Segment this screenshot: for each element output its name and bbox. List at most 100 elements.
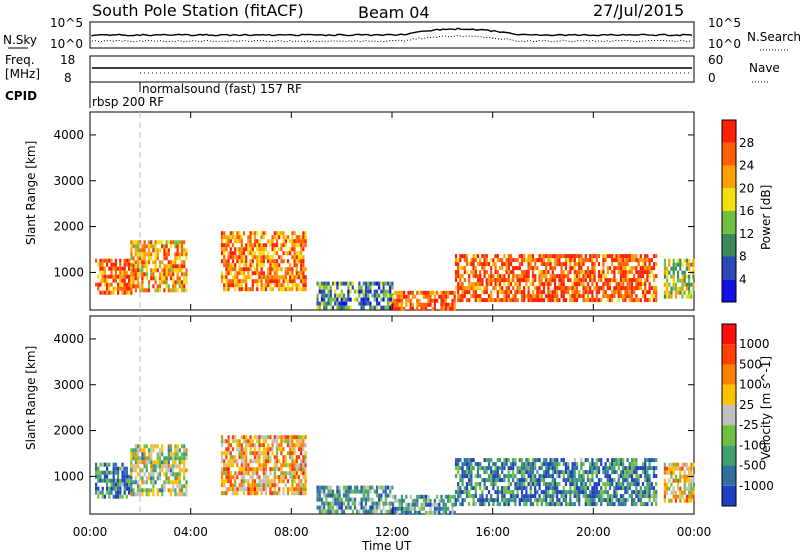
- heatmap-cell: [161, 492, 164, 497]
- heatmap-cell: [325, 501, 328, 506]
- heatmap-cell: [681, 490, 684, 495]
- heatmap-cell: [229, 471, 232, 476]
- heatmap-cell: [447, 306, 450, 311]
- heatmap-cell: [302, 463, 305, 468]
- heatmap-cell: [591, 470, 594, 475]
- heatmap-cell: [286, 287, 290, 292]
- heatmap-cell: [542, 482, 546, 487]
- heatmap-cell: [403, 294, 406, 299]
- heatmap-cell: [472, 270, 475, 275]
- heatmap-cell: [264, 439, 268, 444]
- heatmap-cell: [672, 462, 675, 467]
- heatmap-cell: [336, 293, 339, 298]
- heatmap-cell: [291, 283, 294, 288]
- heatmap-cell: [163, 456, 166, 461]
- heatmap-cell: [525, 270, 528, 275]
- heatmap-cell: [666, 274, 669, 279]
- heatmap-cell: [578, 258, 581, 263]
- heatmap-cell: [617, 482, 620, 487]
- colorbar-segment: [722, 364, 736, 385]
- heatmap-cell: [400, 506, 403, 511]
- heatmap-cell: [158, 452, 162, 457]
- heatmap-cell: [476, 298, 480, 303]
- heatmap-cell: [470, 262, 473, 267]
- heatmap-cell: [180, 260, 184, 265]
- heatmap-cell: [503, 262, 506, 267]
- heatmap-cell: [234, 279, 237, 284]
- heatmap-cell: [553, 294, 557, 299]
- heatmap-cell: [130, 276, 133, 281]
- heatmap-cell: [531, 474, 535, 479]
- heatmap-cell: [648, 290, 651, 295]
- heatmap-cell: [165, 268, 168, 273]
- heatmap-cell: [663, 494, 666, 499]
- heatmap-cell: [378, 505, 381, 510]
- heatmap-cell: [644, 270, 647, 275]
- heatmap-cell: [380, 281, 383, 286]
- heatmap-cell: [549, 462, 552, 467]
- heatmap-cell: [141, 480, 144, 485]
- heatmap-cell: [225, 447, 228, 452]
- heatmap-cell: [161, 448, 164, 453]
- heatmap-cell: [280, 435, 283, 440]
- colorbar-frame: [721, 323, 737, 507]
- heatmap-cell: [178, 264, 181, 269]
- heatmap-cell: [264, 231, 268, 236]
- heatmap-cell: [507, 294, 510, 299]
- heatmap-cell: [487, 262, 491, 267]
- heatmap-cell: [269, 491, 272, 496]
- heatmap-cell: [223, 231, 226, 236]
- heatmap-cell: [278, 459, 281, 464]
- heatmap-cell: [545, 490, 548, 495]
- heatmap-cell: [516, 470, 519, 475]
- heatmap-cell: [569, 266, 572, 271]
- heatmap-cell: [681, 262, 684, 267]
- heatmap-cell: [520, 270, 524, 275]
- heatmap-cell: [534, 458, 537, 463]
- heatmap-cell: [373, 289, 376, 294]
- heatmap-cell: [520, 258, 524, 263]
- heatmap-cell: [260, 487, 263, 492]
- heatmap-cell: [646, 482, 649, 487]
- heatmap-cell: [367, 509, 370, 514]
- heatmap-cell: [553, 470, 557, 475]
- heatmap-cell: [278, 491, 281, 496]
- heatmap-cell: [329, 293, 332, 298]
- heatmap-cell: [523, 478, 526, 483]
- heatmap-cell: [378, 293, 381, 298]
- heatmap-cell: [545, 254, 548, 259]
- heatmap-cell: [300, 471, 303, 476]
- heatmap-cell: [457, 490, 460, 495]
- heatmap-cell: [567, 274, 570, 279]
- heatmap-cell: [490, 282, 493, 287]
- heatmap-cell: [134, 252, 137, 257]
- heatmap-cell: [584, 298, 587, 303]
- heatmap-cell: [429, 506, 432, 511]
- heatmap-cell: [280, 479, 283, 484]
- heatmap-cell: [630, 502, 634, 507]
- heatmap-cell: [465, 470, 469, 475]
- heatmap-cell: [302, 443, 305, 448]
- heatmap-cell: [128, 274, 131, 279]
- heatmap-cell: [183, 260, 186, 265]
- heatmap-cell: [498, 278, 502, 283]
- heatmap-cell: [626, 478, 629, 483]
- heatmap-cell: [622, 458, 625, 463]
- heatmap-cell: [584, 498, 587, 503]
- heatmap-cell: [169, 244, 173, 249]
- heatmap-cell: [666, 266, 669, 271]
- heatmap-cell: [400, 510, 403, 515]
- heatmap-cell: [414, 498, 417, 503]
- heatmap-cell: [453, 290, 456, 295]
- heatmap-cell: [670, 290, 673, 295]
- heatmap-cell: [169, 480, 173, 485]
- heatmap-cell: [505, 458, 508, 463]
- heatmap-cell: [125, 286, 128, 291]
- heatmap-cell: [167, 460, 170, 465]
- heatmap-cell: [174, 268, 177, 273]
- heatmap-cell: [575, 478, 579, 483]
- heatmap-cell: [449, 306, 452, 311]
- heatmap-cell: [534, 466, 537, 471]
- heatmap-cell: [644, 298, 647, 303]
- heatmap-cell: [520, 274, 524, 279]
